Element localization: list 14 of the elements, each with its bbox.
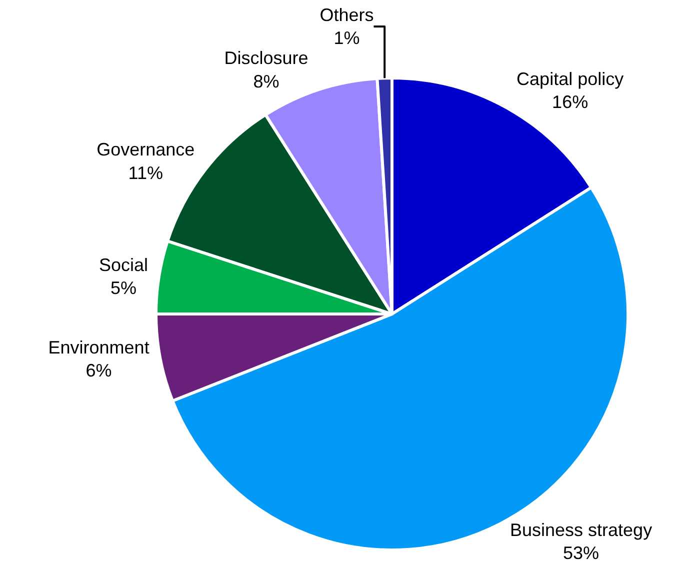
- slice-label: Business strategy: [510, 520, 652, 540]
- slice-label: Social: [99, 254, 148, 275]
- data-label: 11%: [128, 162, 163, 183]
- slice-label: Others: [320, 4, 374, 25]
- slice-label: Governance: [96, 140, 195, 160]
- slice-label: Capital policy: [516, 68, 624, 89]
- data-label: 8%: [253, 72, 280, 92]
- data-label: 6%: [86, 360, 112, 381]
- data-label: 1%: [334, 28, 360, 48]
- slice-label: Environment: [48, 337, 150, 358]
- slice-label: Disclosure: [224, 48, 308, 68]
- data-label: 16%: [552, 92, 588, 112]
- data-label: 53%: [563, 543, 600, 564]
- data-label: 5%: [110, 278, 137, 298]
